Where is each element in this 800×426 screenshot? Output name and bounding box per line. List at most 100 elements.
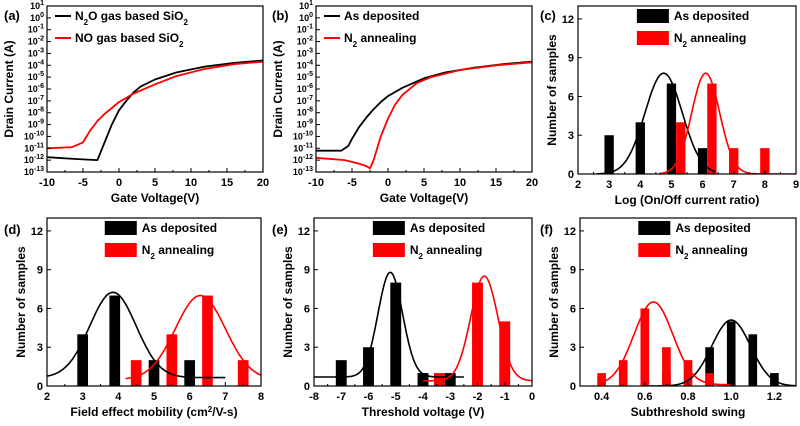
red-fit-curve — [658, 72, 796, 174]
black-bar — [417, 373, 429, 386]
red-bar — [499, 321, 511, 386]
y-tick-label: 0 — [304, 381, 310, 393]
x-tick-label: 1.2 — [767, 391, 782, 403]
x-tick-label: -10 — [39, 177, 55, 189]
plot-area — [316, 60, 532, 170]
red-bar — [472, 282, 483, 386]
x-axis-title: Subthreshold swing — [631, 405, 746, 419]
panel-label: (a) — [4, 8, 20, 23]
legend-label: N2 annealing — [344, 31, 416, 49]
legend-label: N2 annealing — [675, 243, 747, 261]
panel-f: 0.4 0.6 0.8 1.0 1.2 0 3 6 9 12 Subthreshold swing N… — [540, 217, 797, 419]
red-bar — [676, 122, 686, 174]
black-bar — [390, 282, 402, 386]
x-tick-label: 10 — [454, 177, 466, 189]
x-tick-label: 0.8 — [680, 391, 695, 403]
panel-e: -8 -7 -6 -5 -4 -3 -2 -1 0 0 3 6 9 12 Threshold voltage… — [272, 217, 535, 419]
y-tick-label: 10-6 — [28, 83, 44, 94]
black-bar — [604, 135, 614, 174]
black-bar — [635, 122, 645, 174]
y-tick-label: 100 — [30, 12, 44, 23]
red-bar — [760, 148, 770, 174]
x-tick-label: 0.4 — [594, 391, 610, 403]
legend-label: N2 annealing — [674, 31, 746, 49]
y-axis-title: Number of samples — [547, 246, 561, 358]
legend-label: As deposited — [675, 221, 750, 235]
y-tick-label: 10-4 — [297, 59, 313, 70]
x-tick-label: 15 — [490, 177, 502, 189]
y-axis-title: Drain Current (A) — [271, 40, 285, 137]
black-series-line — [47, 59, 263, 161]
black-bar — [109, 295, 121, 386]
y-tick-label: 10-1 — [28, 24, 44, 35]
x-tick-label: 2 — [575, 179, 581, 191]
x-tick-label: 8 — [258, 391, 264, 403]
panel-d: 2 3 4 5 6 7 8 0 3 6 9 12 Field effect mobility (cm2/… — [4, 217, 264, 419]
x-tick-label: 0 — [385, 177, 391, 189]
plot-area — [597, 301, 796, 386]
x-tick-label: 20 — [526, 177, 538, 189]
y-tick-label: 10-5 — [297, 71, 313, 82]
plot-area — [47, 59, 263, 161]
black-bar — [148, 360, 160, 386]
x-tick-label: -10 — [308, 177, 324, 189]
legend-bar-swatch — [638, 221, 671, 235]
red-bar — [130, 360, 142, 386]
x-tick-label: 20 — [257, 177, 269, 189]
x-tick-label: -5 — [78, 177, 88, 189]
y-tick-label: 10-3 — [28, 47, 44, 58]
panel-label: (c) — [540, 8, 556, 23]
x-tick-label: 5 — [421, 177, 427, 189]
red-fit-curve — [601, 301, 732, 386]
y-axis-title: Drain Current (A) — [2, 40, 16, 137]
red-bar — [202, 295, 213, 386]
y-tick-label: 101 — [299, 0, 313, 11]
legend-bar-swatch — [372, 221, 405, 235]
legend-label: As deposited — [142, 221, 217, 235]
black-fit-curve — [596, 72, 716, 174]
red-fit-curve — [125, 294, 261, 380]
y-tick-label: 3 — [37, 342, 43, 354]
x-tick-label: -8 — [309, 391, 319, 403]
legend-bar-swatch — [636, 9, 669, 23]
y-tick-label: 6 — [570, 303, 576, 315]
y-tick-label: 10-9 — [297, 119, 313, 130]
red-bar — [640, 308, 650, 386]
y-tick-label: 10-11 — [293, 142, 313, 153]
red-bar — [433, 373, 445, 386]
x-tick-label: -6 — [364, 391, 374, 403]
y-tick-label: 10-10 — [24, 130, 44, 141]
legend-label: N2 annealing — [410, 243, 482, 261]
red-bar — [662, 347, 671, 386]
x-tick-label: 15 — [221, 177, 233, 189]
legend-bar-swatch — [636, 31, 669, 45]
x-tick-label: 7 — [222, 391, 228, 403]
x-tick-label: -5 — [347, 177, 357, 189]
y-axis-title: Number of samples — [545, 34, 559, 146]
x-tick-label: 8 — [762, 179, 768, 191]
red-bar — [166, 334, 178, 386]
y-tick-label: 0 — [570, 381, 576, 393]
x-tick-label: -3 — [445, 391, 455, 403]
x-tick-label: 7 — [731, 179, 737, 191]
legend-label: As deposited — [674, 9, 749, 23]
x-tick-label: 3 — [80, 391, 86, 403]
y-tick-label: 10-12 — [293, 154, 313, 165]
plot-area — [47, 291, 261, 386]
panel-label: (f) — [540, 222, 553, 237]
black-bar — [444, 373, 456, 386]
y-tick-label: 3 — [570, 342, 576, 354]
legend-bar-swatch — [104, 221, 137, 235]
y-tick-label: 10-10 — [293, 130, 313, 141]
y-tick-label: 0 — [568, 169, 574, 181]
y-tick-label: 10-3 — [297, 47, 313, 58]
black-bar — [363, 347, 374, 386]
x-tick-label: 5 — [668, 179, 674, 191]
y-tick-label: 10-8 — [28, 107, 44, 118]
y-tick-label: 10-2 — [28, 36, 44, 47]
x-tick-label: -7 — [336, 391, 346, 403]
red-bar — [707, 83, 717, 174]
x-tick-label: 5 — [152, 177, 158, 189]
y-tick-label: 10-8 — [297, 107, 313, 118]
